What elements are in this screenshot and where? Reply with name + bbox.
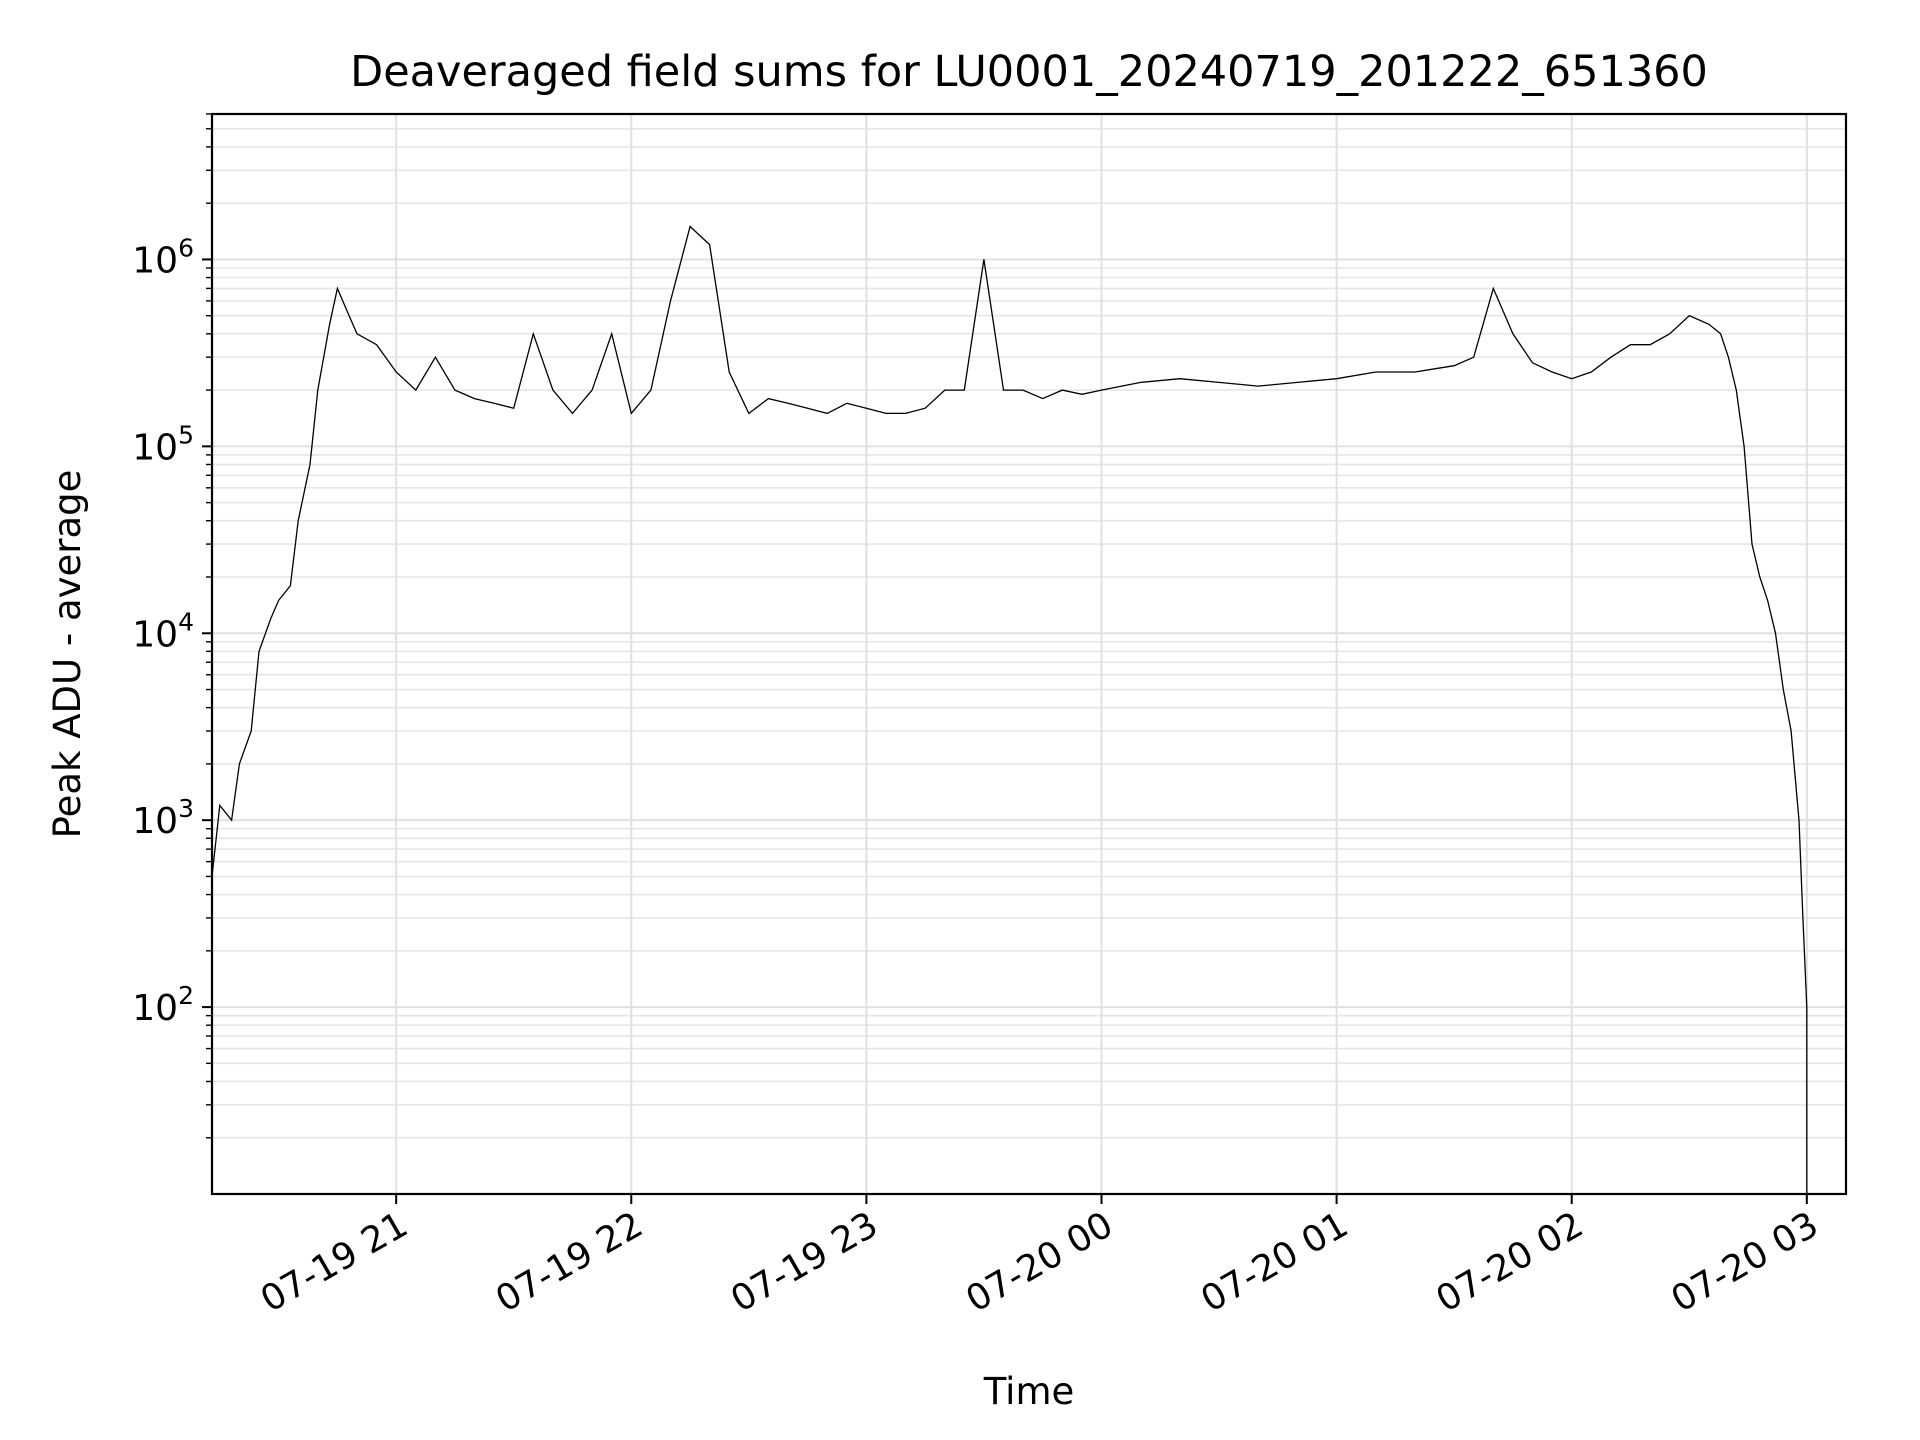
y-tick-label: 103 [132,794,194,842]
y-ticks: 102 103 104 105 106 [132,113,212,1139]
y-tick-label: 105 [132,420,194,468]
series-line [211,225,1808,1194]
plot-frame [210,112,1848,1196]
x-axis-label: Time [983,1370,1075,1413]
y-tick-label: 104 [132,607,194,655]
minor-gridlines [212,113,1846,1139]
y-axis-label: Peak ADU - average [46,470,89,839]
y-tick-label: 106 [132,233,194,281]
y-tick-label: 102 [132,981,194,1029]
chart-title: Deaveraged field sums for LU0001_2024071… [350,47,1708,97]
major-gridlines [212,114,1846,1194]
